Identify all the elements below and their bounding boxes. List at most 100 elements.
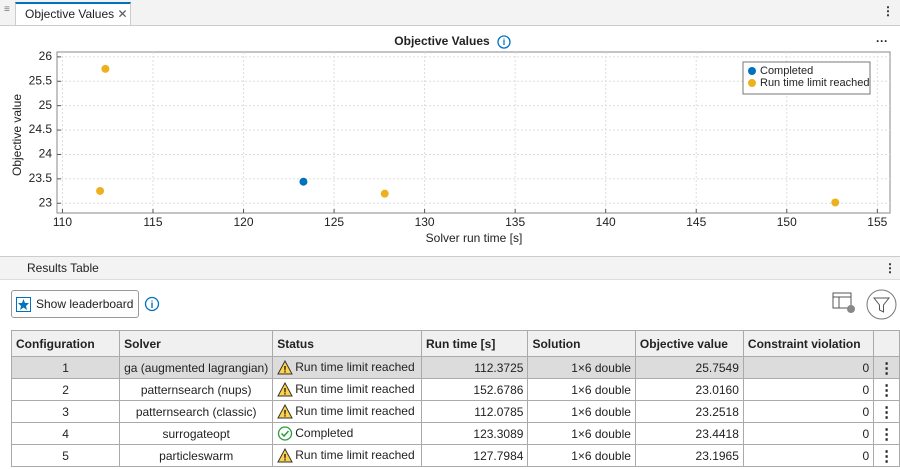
table-cell: 1×6 double xyxy=(527,422,636,445)
cell-text: 0 xyxy=(862,426,870,441)
point xyxy=(101,64,110,73)
column-header[interactable]: Constraint violation xyxy=(742,330,875,357)
check-icon xyxy=(278,426,293,441)
legend-label: Completed xyxy=(760,65,813,77)
row-menu[interactable]: ⋮ xyxy=(873,444,900,467)
column-header[interactable]: Status xyxy=(272,330,423,357)
table-cell: 0 xyxy=(742,400,875,423)
x-tick-label: 150 xyxy=(777,215,797,229)
table-row[interactable]: 4 surrogateopt Completed 123.3089 1×6 double… xyxy=(10,422,900,445)
cell-text: 112.3725 xyxy=(474,360,524,375)
y-tick-label: 26 xyxy=(39,49,53,63)
results-table: Configuration Solver Status Run time [s]… xyxy=(10,330,900,467)
legend-marker xyxy=(748,79,756,87)
filter-button[interactable] xyxy=(866,289,897,320)
row-menu[interactable]: ⋮ xyxy=(873,356,900,379)
point xyxy=(299,177,308,186)
table-cell: patternsearch (classic) xyxy=(119,400,274,423)
cell-text: Run time limit reached xyxy=(295,447,415,462)
table-settings-icon[interactable] xyxy=(832,292,858,316)
more-icon[interactable]: ··· xyxy=(876,34,888,48)
table-cell: 1 xyxy=(10,356,121,379)
legend-label: Run time limit reached xyxy=(760,77,869,89)
cell-text: 23.1965 xyxy=(695,448,739,463)
info-icon[interactable] xyxy=(497,35,511,49)
table-cell: 25.7549 xyxy=(634,356,744,379)
table-cell: 3 xyxy=(10,400,121,423)
menu-icon[interactable]: ≡ xyxy=(4,4,10,15)
table-cell: 1×6 double xyxy=(527,378,636,401)
y-tick-label: 25 xyxy=(39,98,53,112)
cell-text: 3 xyxy=(62,404,69,419)
close-icon[interactable]: ✕ xyxy=(117,7,128,21)
cell-text: 1×6 double xyxy=(571,404,631,419)
x-axis-label: Solver run time [s] xyxy=(426,231,523,245)
column-header[interactable]: Objective value xyxy=(634,330,744,357)
x-tick-label: 120 xyxy=(234,215,254,229)
warning-icon: ! xyxy=(277,360,294,375)
table-cell: 112.3725 xyxy=(421,356,529,379)
table-cell: ! Run time limit reached xyxy=(272,378,423,401)
cell-text: Run time limit reached xyxy=(295,359,415,374)
cell-text: 4 xyxy=(62,426,69,441)
cell-text: 23.2518 xyxy=(695,404,739,419)
column-header[interactable]: Configuration xyxy=(10,330,121,357)
button-label: Show leaderboard xyxy=(36,297,134,311)
table-cell: 23.2518 xyxy=(634,400,744,423)
table-row[interactable]: 1 ga (augmented lagrangian)! Run time limi… xyxy=(10,356,900,379)
table-row[interactable]: 3 patternsearch (classic)! Run time limit … xyxy=(10,400,900,423)
table-cell: patternsearch (nups) xyxy=(119,378,274,401)
svg-text:!: ! xyxy=(284,409,287,419)
table-cell: ! Run time limit reached xyxy=(272,444,423,467)
table-cell: 0 xyxy=(742,422,875,445)
table-cell: 127.7984 xyxy=(421,444,529,467)
more-icon[interactable]: ⋮ xyxy=(884,261,896,275)
table-cell: 0 xyxy=(742,356,875,379)
tab-bar: ≡ Objective Values ✕ ⋮ xyxy=(0,0,900,26)
row-menu[interactable]: ⋮ xyxy=(873,400,900,423)
table-cell: ! Run time limit reached xyxy=(272,356,423,379)
cell-text: 127.7984 xyxy=(473,448,524,463)
x-tick-label: 130 xyxy=(415,215,435,229)
cell-text: 23.0160 xyxy=(695,382,739,397)
cell-text: 0 xyxy=(862,448,870,463)
table-cell: 0 xyxy=(742,378,875,401)
cell-text: patternsearch (classic) xyxy=(135,404,257,419)
cell-text: 1 xyxy=(62,360,69,375)
info-icon[interactable]: i xyxy=(144,296,160,312)
cell-text: 1×6 double xyxy=(571,426,631,441)
table-cell: 23.1965 xyxy=(634,444,744,467)
table-row[interactable]: 2 patternsearch (nups)! Run time limit rea… xyxy=(10,378,900,401)
cell-text: Completed xyxy=(295,425,354,440)
table-cell: ga (augmented lagrangian) xyxy=(119,356,274,379)
tab[interactable]: Objective Values ✕ xyxy=(15,2,131,25)
point xyxy=(380,189,389,198)
column-header xyxy=(873,330,900,357)
table-cell: 112.0785 xyxy=(421,400,529,423)
table-cell: particleswarm xyxy=(119,444,274,467)
row-menu[interactable]: ⋮ xyxy=(873,422,900,445)
table-cell: surrogateopt xyxy=(119,422,274,445)
cell-text: Run time limit reached xyxy=(295,403,415,418)
cell-text: 5 xyxy=(62,448,69,463)
column-header[interactable]: Solver xyxy=(119,330,274,357)
cell-text: 123.3089 xyxy=(473,426,524,441)
column-header[interactable]: Run time [s] xyxy=(421,330,529,357)
table-cell: 1×6 double xyxy=(527,400,636,423)
table-cell: 1×6 double xyxy=(527,444,636,467)
x-tick-label: 155 xyxy=(867,215,887,229)
x-tick-label: 110 xyxy=(53,215,72,229)
more-icon[interactable]: ⋮ xyxy=(882,4,894,18)
x-tick-label: 135 xyxy=(505,215,525,229)
chart-title: Objective Values xyxy=(394,34,490,48)
table-cell: 4 xyxy=(10,422,121,445)
row-menu[interactable]: ⋮ xyxy=(873,378,900,401)
svg-text:i: i xyxy=(151,300,154,311)
cell-text: 0 xyxy=(862,404,870,419)
header-row: Configuration Solver Status Run time [s]… xyxy=(10,330,900,357)
table-cell: 23.4418 xyxy=(634,422,744,445)
warning-icon: ! xyxy=(277,448,294,463)
column-header[interactable]: Solution xyxy=(527,330,636,357)
leaderboard-button[interactable]: Show leaderboard xyxy=(11,290,139,318)
table-row[interactable]: 5 particleswarm! Run time limit reached 127… xyxy=(10,444,900,467)
